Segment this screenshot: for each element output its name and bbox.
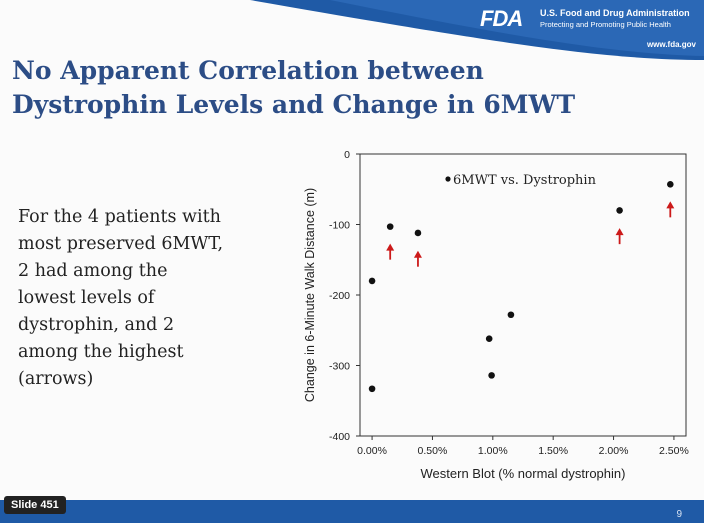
data-point <box>485 335 493 343</box>
data-point <box>507 311 515 319</box>
data-point <box>368 385 376 393</box>
x-tick-label: 1.50% <box>538 445 568 457</box>
body-line: For the 4 patients with <box>18 207 221 227</box>
header-band <box>250 0 704 60</box>
legend-label: 6MWT vs. Dystrophin <box>453 173 597 188</box>
body-line: among the highest <box>18 342 184 362</box>
arrow-up-icon <box>666 201 675 209</box>
body-line: (arrows) <box>18 369 94 389</box>
scatter-chart: 0 -100 -200 -300 -400 0.00% 0.50% 1.00% 1.50% 2.0… <box>303 149 689 481</box>
x-tick-label: 1.00% <box>478 445 508 457</box>
agency-name: U.S. Food and Drug Administration <box>540 8 690 18</box>
slide-number-badge: Slide 451 <box>4 496 66 514</box>
y-tick-label: -300 <box>329 361 350 373</box>
fda-branding: FDA U.S. Food and Drug Administration Pr… <box>480 6 700 46</box>
data-point <box>488 372 495 379</box>
plot-frame <box>359 153 687 437</box>
fda-logo: FDA <box>480 6 523 31</box>
x-tick-label: 2.00% <box>599 445 629 457</box>
data-point <box>616 207 623 214</box>
footer-bar <box>0 500 704 523</box>
slide-title: No Apparent Correlation between Dystroph… <box>12 54 612 122</box>
legend-marker <box>445 176 451 182</box>
body-line: most preserved 6MWT, <box>18 234 224 254</box>
arrow-up-icon <box>386 243 395 251</box>
body-line: 2 had among the <box>18 261 168 281</box>
body-line: dystrophin, and 2 <box>18 315 175 335</box>
x-tick-label: 2.50% <box>659 445 689 457</box>
body-line: lowest levels of <box>18 288 155 308</box>
arrow-up-icon <box>413 250 422 258</box>
y-axis-label: Change in 6-Minute Walk Distance (m) <box>303 188 317 402</box>
body-text: For the 4 patients with most preserved 6… <box>18 204 278 393</box>
fda-url: www.fda.gov <box>646 40 696 49</box>
x-tick-label: 0.00% <box>357 445 387 457</box>
y-tick-label: 0 <box>344 149 350 161</box>
x-axis-label: Western Blot (% normal dystrophin) <box>421 466 626 481</box>
x-tick-label: 0.50% <box>418 445 448 457</box>
page-number: 9 <box>676 509 682 520</box>
data-point <box>368 277 376 285</box>
arrow-up-icon <box>615 228 624 236</box>
y-tick-label: -400 <box>329 431 350 443</box>
agency-tagline: Protecting and Promoting Public Health <box>540 20 671 29</box>
title-line-1: No Apparent Correlation between <box>12 56 484 85</box>
y-tick-label: -100 <box>329 220 350 232</box>
data-point <box>667 181 674 188</box>
data-point <box>386 223 394 230</box>
title-line-2: Dystrophin Levels and Change in 6MWT <box>12 90 576 119</box>
y-tick-label: -200 <box>329 290 350 302</box>
data-point <box>414 229 422 237</box>
